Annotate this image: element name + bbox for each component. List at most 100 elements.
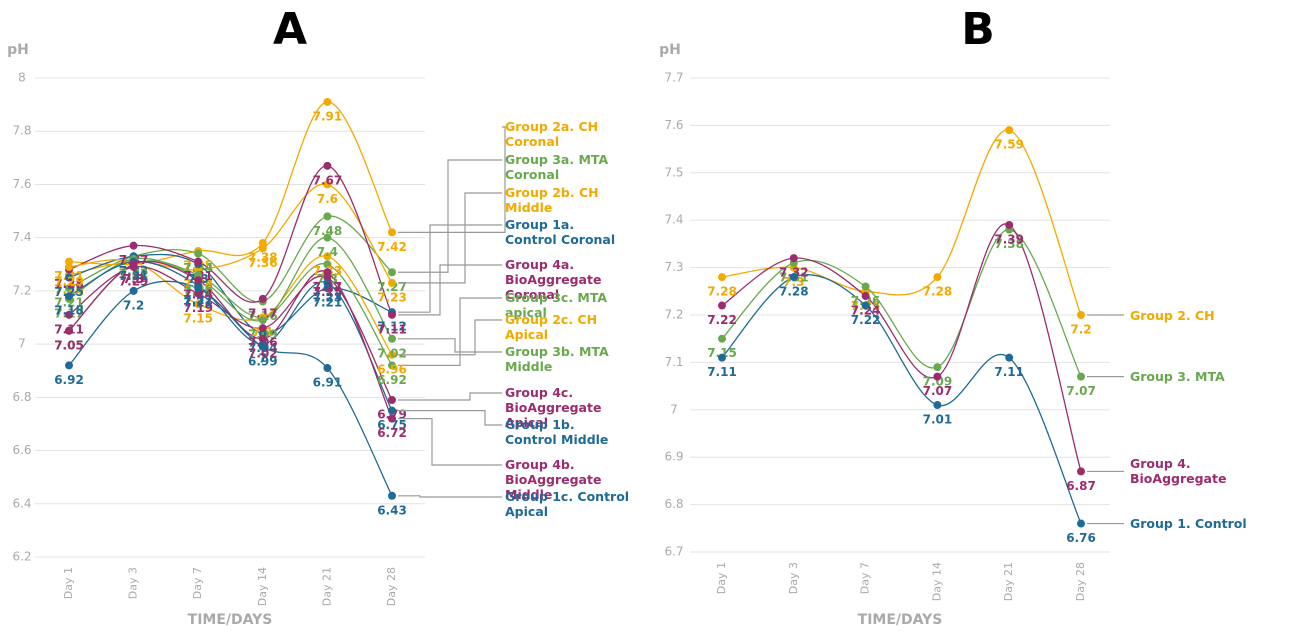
data-label: 7.11 xyxy=(377,322,407,336)
data-label: 7.25 xyxy=(313,285,343,299)
data-label: 6.96 xyxy=(377,362,407,376)
legend-entry: Group 2a. CH Coronal xyxy=(505,119,599,149)
series-line xyxy=(721,129,1082,316)
panel-title: B xyxy=(961,4,995,55)
data-label: 7.19 xyxy=(183,301,213,315)
legend-entry: Group 3. MTA xyxy=(1130,369,1225,385)
data-point xyxy=(933,273,942,282)
data-label: 7.2 xyxy=(123,298,144,312)
data-point xyxy=(861,301,870,310)
data-label: 7.21 xyxy=(183,296,213,310)
data-point xyxy=(1077,519,1085,528)
data-label: 6.99 xyxy=(248,354,278,368)
data-label: 7.28 xyxy=(54,277,84,291)
data-point xyxy=(933,363,942,372)
data-label: 7.02 xyxy=(248,346,278,360)
data-point xyxy=(65,262,73,271)
data-point xyxy=(129,241,138,250)
data-point xyxy=(323,233,332,242)
legend-connector xyxy=(398,159,502,273)
data-point xyxy=(258,244,267,253)
data-point xyxy=(861,282,870,291)
data-point xyxy=(718,334,726,343)
y-tick-label: 6.4 xyxy=(12,496,31,510)
data-label: 7.26 xyxy=(54,282,84,296)
legend-entry: Group 1c. Control Apical xyxy=(505,489,630,519)
x-tick-label: Day 1 xyxy=(62,567,75,599)
data-label: 7.12 xyxy=(377,320,407,334)
legend-connector xyxy=(398,126,506,233)
data-point xyxy=(194,300,203,309)
data-point xyxy=(789,273,798,282)
legend-entry: Group 1. Control xyxy=(1130,516,1247,532)
data-label: 7.05 xyxy=(54,338,84,352)
data-point xyxy=(789,254,798,263)
data-label: 7.18 xyxy=(54,304,84,318)
x-axis-label: TIME/DAYS xyxy=(858,612,943,628)
data-point xyxy=(1005,353,1014,362)
data-label: 7.3 xyxy=(123,272,144,286)
y-tick-label: 7.2 xyxy=(664,308,683,322)
series-line xyxy=(721,223,1082,472)
y-tick-label: 7.7 xyxy=(664,71,683,85)
data-point xyxy=(258,324,267,333)
data-point xyxy=(388,395,396,404)
data-point xyxy=(258,342,267,351)
data-label: 7.6 xyxy=(317,192,338,206)
legend-entry: Group 4b. BioAggregate Middle xyxy=(505,457,602,502)
data-label: 6.75 xyxy=(377,418,407,432)
data-label: 7.29 xyxy=(119,274,149,288)
y-tick-label: 6.8 xyxy=(664,497,683,511)
data-point xyxy=(323,252,332,261)
x-tick-label: Day 3 xyxy=(127,567,140,599)
data-point xyxy=(718,353,726,362)
data-point xyxy=(194,249,203,258)
legend-connector xyxy=(398,495,502,498)
data-point xyxy=(323,180,332,189)
y-tick-label: 7.4 xyxy=(12,230,31,244)
series-line xyxy=(68,260,393,366)
data-point xyxy=(388,491,396,500)
data-label: 7.31 xyxy=(119,269,149,283)
data-point xyxy=(388,278,396,287)
x-tick-label: Day 3 xyxy=(787,562,800,594)
x-tick-label: Day 7 xyxy=(191,567,204,599)
data-label: 7.22 xyxy=(183,293,213,307)
x-tick-label: Day 7 xyxy=(859,562,872,594)
legend-entry: Group 1b. Control Middle xyxy=(505,417,609,447)
data-label: 7.21 xyxy=(313,296,343,310)
y-axis-label: pH xyxy=(659,42,681,58)
data-label: 6.92 xyxy=(54,373,84,387)
series-line xyxy=(68,265,393,401)
data-label: 6.72 xyxy=(377,426,407,440)
y-tick-label: 7 xyxy=(18,337,26,351)
data-label: 7.11 xyxy=(994,365,1024,379)
data-point xyxy=(388,414,396,423)
data-point xyxy=(65,284,73,293)
data-point xyxy=(1077,311,1085,319)
data-label: 6.43 xyxy=(377,503,407,517)
data-label: 7.05 xyxy=(54,338,84,352)
series-line xyxy=(68,260,393,411)
data-point xyxy=(388,310,396,319)
data-label: 7.67 xyxy=(313,173,343,187)
data-label: 7.01 xyxy=(923,413,953,427)
data-label: 7.11 xyxy=(707,365,737,379)
data-label: 7.42 xyxy=(377,240,407,254)
y-tick-label: 6.7 xyxy=(664,545,683,559)
data-label: 7.25 xyxy=(54,285,84,299)
data-label: 7.07 xyxy=(1066,384,1096,398)
data-label: 7.24 xyxy=(183,288,213,302)
legend-entry: Group 2c. CH Apical xyxy=(505,312,598,342)
data-point xyxy=(323,268,332,277)
legend-connector xyxy=(398,338,502,353)
data-label: 7.17 xyxy=(248,306,278,320)
data-label: 7.3 xyxy=(783,275,804,289)
y-tick-label: 7.4 xyxy=(664,213,683,227)
data-label: 7 xyxy=(259,352,267,366)
data-point xyxy=(194,284,203,293)
data-label: 7.31 xyxy=(119,269,149,283)
data-label: 7.2 xyxy=(1070,323,1091,337)
series-line xyxy=(68,165,393,316)
data-point xyxy=(388,334,396,343)
